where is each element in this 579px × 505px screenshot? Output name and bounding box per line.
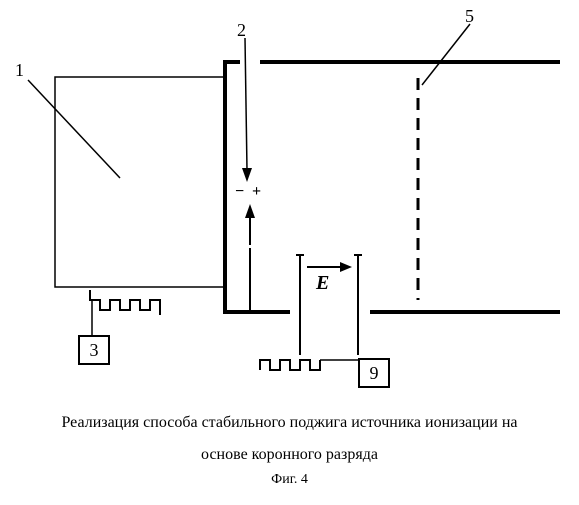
schematic-diagram: 1 2 5 3 9 E − + Реализация способа стаби… bbox=[0, 0, 579, 500]
label-1-text: 1 bbox=[15, 60, 24, 81]
ion-arrow-head bbox=[245, 204, 255, 218]
label-2-text: 2 bbox=[237, 20, 246, 41]
ion-plus: + bbox=[252, 183, 261, 201]
e-field-arrow-head bbox=[340, 262, 352, 272]
leader-5 bbox=[422, 24, 470, 85]
label-9-box: 9 bbox=[358, 358, 390, 388]
leader-1 bbox=[28, 80, 120, 178]
label-5-text: 5 bbox=[465, 6, 474, 27]
ion-minus: − bbox=[235, 183, 244, 201]
leader-2-arrow bbox=[242, 168, 252, 182]
coil-left bbox=[90, 290, 160, 315]
region-1-box bbox=[55, 77, 225, 287]
label-3-text: 3 bbox=[90, 340, 99, 361]
label-3-box: 3 bbox=[78, 335, 110, 365]
leader-2 bbox=[245, 38, 247, 170]
label-9-text: 9 bbox=[370, 363, 379, 384]
label-1: 1 bbox=[15, 60, 24, 81]
caption-line-2: основе коронного разряда bbox=[0, 446, 579, 464]
coil-right bbox=[260, 360, 320, 370]
label-2: 2 bbox=[237, 20, 246, 41]
e-field-label: E bbox=[316, 272, 329, 295]
label-5: 5 bbox=[465, 6, 474, 27]
figure-label: Фиг. 4 bbox=[0, 472, 579, 488]
caption-line-1: Реализация способа стабильного поджига и… bbox=[0, 414, 579, 432]
